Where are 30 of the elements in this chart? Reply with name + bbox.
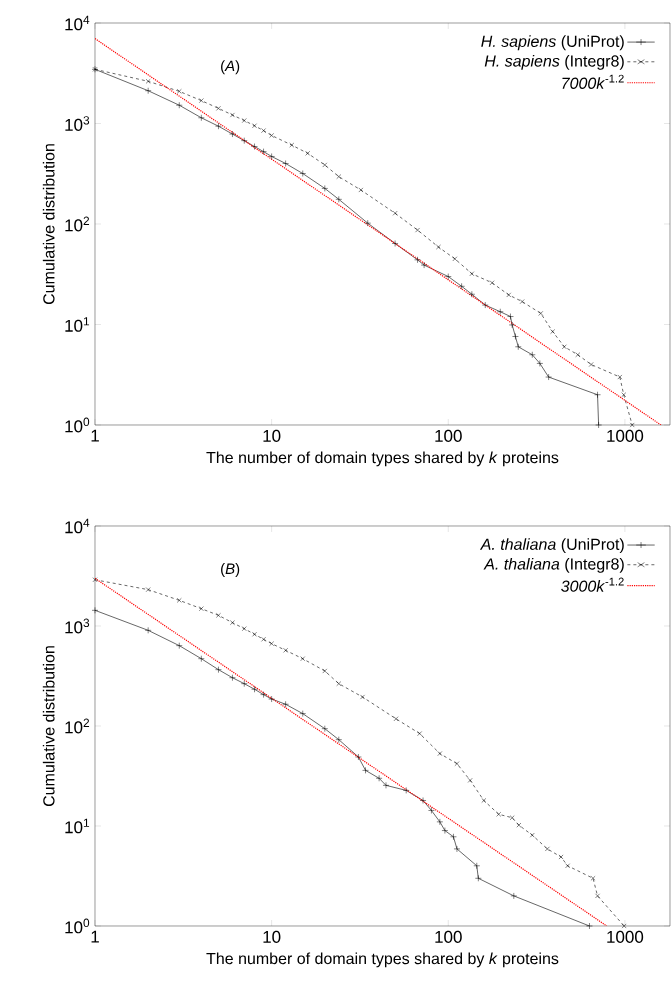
annotation: (B) [221, 563, 240, 577]
x-tick-label: 10 [263, 930, 281, 943]
x-tick-label: 100 [435, 429, 462, 442]
y-tick-label: 10$^{1}$ [65, 317, 90, 332]
legend-label: H. sapiens (Integr8) [484, 54, 624, 70]
y-tick-label: 10$^{0}$ [65, 918, 90, 934]
x-axis-title: The number of domain types shared by k proteins [206, 451, 559, 467]
y-tick-label: 10$^{4}$ [65, 15, 90, 31]
x-tick-label: 10 [263, 429, 281, 442]
y-axis-title: Cumulative distribution [42, 646, 55, 807]
x-axis-title: The number of domain types shared by k proteins [206, 952, 559, 968]
x-tick-label: 1000 [607, 429, 644, 442]
y-tick-label: 10$^{3}$ [65, 116, 90, 131]
y-tick-label: 10$^{2}$ [65, 718, 90, 734]
legend-label: A. thaliana (UniProt) [479, 538, 624, 554]
y-tick-label: 10$^{1}$ [65, 818, 90, 834]
y-tick-label: 10$^{2}$ [65, 216, 90, 232]
x-tick-label: 1 [91, 930, 99, 943]
y-tick-label: 10$^{3}$ [65, 618, 90, 634]
x-tick-label: 1 [91, 429, 99, 442]
annotation: (A) [221, 60, 240, 75]
legend-label: 7000k$^{-1.2}$ [562, 74, 624, 89]
y-axis-title: Cumulative distribution [42, 144, 55, 305]
y-tick-label: 10$^{0}$ [65, 417, 90, 433]
legend-label: 3000k$^{-1.2}$ [561, 577, 624, 592]
y-tick-label: 10$^{4}$ [65, 518, 90, 534]
x-tick-label: 1000 [607, 930, 644, 943]
x-tick-label: 100 [435, 930, 462, 943]
legend-label: A. thaliana (Integr8) [483, 557, 624, 573]
legend-label: H. sapiens (UniProt) [481, 35, 624, 51]
